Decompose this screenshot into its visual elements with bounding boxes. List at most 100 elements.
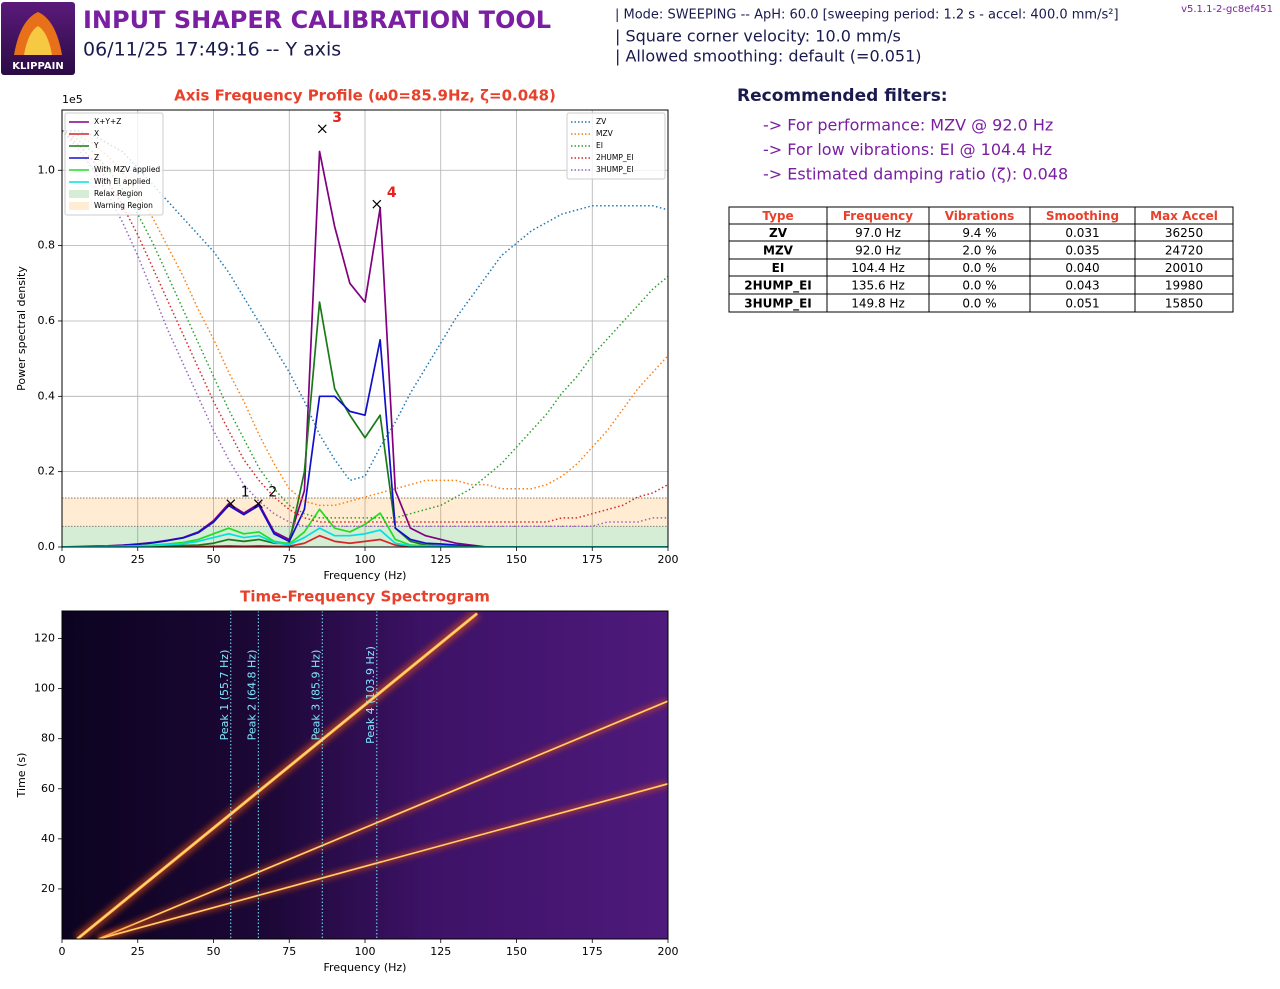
table-header: Smoothing xyxy=(1046,209,1119,223)
x-tick-label: 100 xyxy=(355,945,376,958)
table-value: 0.035 xyxy=(1065,244,1099,258)
peak-label: 3 xyxy=(332,110,342,126)
shaper-line xyxy=(62,130,668,507)
table-value: 24720 xyxy=(1165,244,1203,258)
table-value: EI xyxy=(772,261,785,275)
peak-marker: 3 xyxy=(317,110,342,134)
logo: KLIPPAIN xyxy=(1,2,75,75)
shaper-line xyxy=(62,130,668,527)
logo-core xyxy=(24,26,52,55)
legend-label: Z xyxy=(94,153,99,162)
trace-core xyxy=(76,613,478,939)
table-header: Max Accel xyxy=(1150,209,1218,223)
legend-label: EI xyxy=(596,141,603,150)
legend-label: With EI applied xyxy=(94,177,151,186)
y-tick-label: 80 xyxy=(41,732,55,745)
recommend-line: -> For performance: MZV @ 92.0 Hz xyxy=(763,116,1053,135)
legend-label: ZV xyxy=(596,117,607,126)
y-tick-label: 60 xyxy=(41,782,55,795)
recommend-line: -> For low vibrations: EI @ 104.4 Hz xyxy=(763,140,1052,159)
y-tick-label: 0.0 xyxy=(38,540,56,553)
y-axis-label: Power spectral density xyxy=(15,266,28,391)
y-tick-label: 120 xyxy=(34,632,55,645)
x-tick-label: 50 xyxy=(207,553,221,566)
legend-swatch xyxy=(69,202,89,210)
page-title: INPUT SHAPER CALIBRATION TOOL xyxy=(83,6,551,34)
y-tick-label: 1.0 xyxy=(38,163,56,176)
table-value: 0.051 xyxy=(1065,297,1099,311)
table-value: 20010 xyxy=(1165,261,1203,275)
peak-label: 2 xyxy=(268,485,277,501)
table-header: Frequency xyxy=(843,209,913,223)
peak-cross xyxy=(372,199,382,209)
peak-label: Peak 1 (55.7 Hz) xyxy=(218,650,231,741)
legend-label: 3HUMP_EI xyxy=(596,165,634,174)
shaper-line xyxy=(62,130,668,523)
table-value: 0.043 xyxy=(1065,279,1099,293)
chart-title: Time-Frequency Spectrogram xyxy=(240,588,490,606)
peak-cross xyxy=(317,124,327,134)
x-axis-label: Frequency (Hz) xyxy=(324,569,407,582)
version: v5.1.1-2-gc8ef451 xyxy=(1181,4,1273,15)
peak-label: Peak 3 (85.9 Hz) xyxy=(309,650,322,741)
y-tick-label: 0.4 xyxy=(38,389,56,402)
table-value: 2.0 % xyxy=(962,244,996,258)
legend-swatch xyxy=(69,190,89,198)
table-header: Type xyxy=(762,209,793,223)
peak-cross xyxy=(226,499,236,509)
legend: ZV MZV EI 2HUMP_EI 3HUMP_EI xyxy=(566,112,666,180)
y-tick-label: 100 xyxy=(34,682,55,695)
x-tick-label: 75 xyxy=(282,553,296,566)
table-value: 0.031 xyxy=(1065,226,1099,240)
x-tick-label: 200 xyxy=(658,553,679,566)
chart-title: Axis Frequency Profile (ω0=85.9Hz, ζ=0.0… xyxy=(174,87,556,105)
info-line: | Mode: SWEEPING -- ApH: 60.0 [sweeping … xyxy=(615,8,1119,23)
table-value: 0.040 xyxy=(1065,261,1099,275)
x-tick-label: 125 xyxy=(430,553,451,566)
table-value: 36250 xyxy=(1165,226,1203,240)
table-value: 97.0 Hz xyxy=(855,226,901,240)
x-axis-label: Frequency (Hz) xyxy=(324,961,407,974)
legend-label: 2HUMP_EI xyxy=(596,153,634,162)
info-line: | Allowed smoothing: default (=0.051) xyxy=(615,47,921,66)
logo-text: KLIPPAIN xyxy=(12,61,63,72)
x-tick-label: 125 xyxy=(430,945,451,958)
psd-line xyxy=(62,534,668,547)
shaper-table: Type Frequency Vibrations Smoothing Max Acce… xyxy=(728,206,1234,313)
psd-line xyxy=(62,301,668,547)
table-value: 104.4 Hz xyxy=(851,261,905,275)
table-value: 3HUMP_EI xyxy=(744,297,812,312)
peak-label: 1 xyxy=(241,485,250,501)
table-value: ZV xyxy=(769,226,788,240)
legend-box xyxy=(64,112,164,216)
legend-label: With MZV applied xyxy=(94,165,160,174)
x-tick-label: 0 xyxy=(59,945,66,958)
table-value: MZV xyxy=(763,244,794,258)
spectrogram-background xyxy=(62,611,668,939)
recommend-line: -> Estimated damping ratio (ζ): 0.048 xyxy=(763,165,1068,184)
table-cell xyxy=(1134,293,1234,313)
recommend-title: Recommended filters: xyxy=(737,86,948,106)
table-value: 0.0 % xyxy=(962,279,996,293)
x-tick-label: 75 xyxy=(282,945,296,958)
peak-label: Peak 4 (103.9 Hz) xyxy=(364,646,377,744)
y-axis-label: Time (s) xyxy=(15,753,28,799)
x-tick-label: 100 xyxy=(355,553,376,566)
psd-line xyxy=(62,527,668,547)
table-value: 2HUMP_EI xyxy=(744,279,812,294)
y-tick-label: 20 xyxy=(41,882,55,895)
table-value: 0.0 % xyxy=(962,297,996,311)
x-tick-label: 25 xyxy=(131,945,145,958)
x-tick-label: 150 xyxy=(506,553,527,566)
y-tick-label: 0.6 xyxy=(38,314,56,327)
legend-label: X+Y+Z xyxy=(94,117,121,126)
trace-core xyxy=(98,700,668,939)
legend: X+Y+Z XYZ With MZV applied With EI applied R… xyxy=(64,112,164,216)
x-tick-label: 0 xyxy=(59,553,66,566)
peak-marker: 4 xyxy=(372,185,397,209)
y-tick-label: 40 xyxy=(41,832,55,845)
info-line: | Square corner velocity: 10.0 mm/s xyxy=(615,27,901,46)
page-subtitle: 06/11/25 17:49:16 -- Y axis xyxy=(83,39,341,61)
table-value: 0.0 % xyxy=(962,261,996,275)
x-tick-label: 200 xyxy=(658,945,679,958)
